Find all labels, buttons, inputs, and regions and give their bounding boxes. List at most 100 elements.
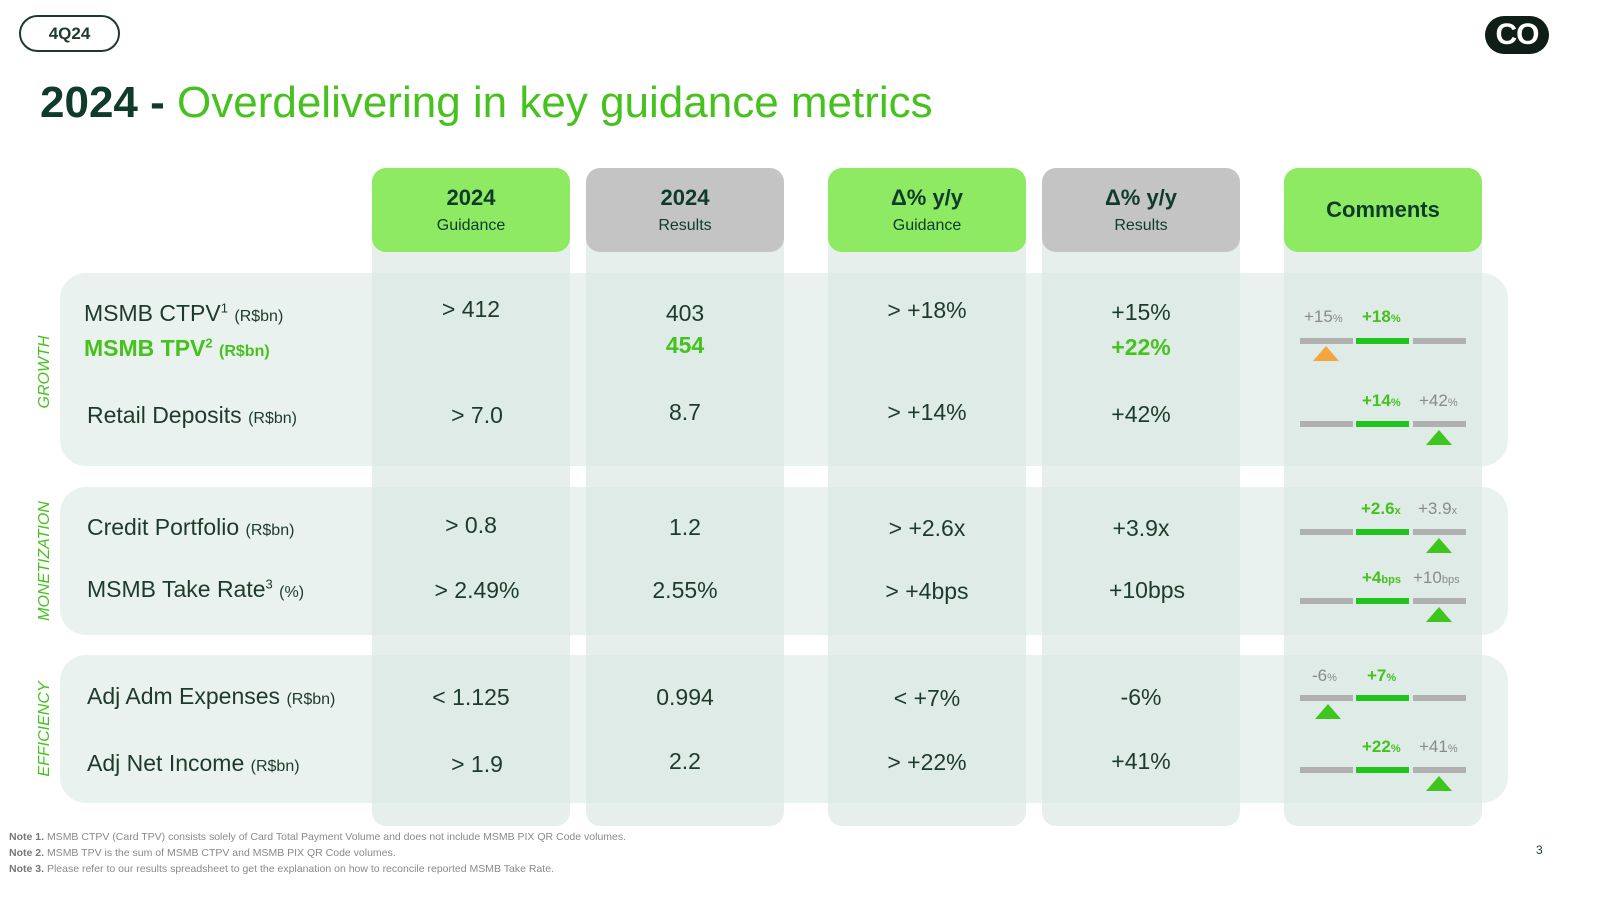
triangle-up-icon [1315, 704, 1341, 719]
metric-name: Credit Portfolio [87, 514, 240, 540]
comment-unit: % [1447, 743, 1458, 755]
comment-unit: % [1390, 743, 1401, 755]
result-value: 2.55% [652, 577, 718, 603]
delta-guidance-value: > +22% [887, 749, 967, 775]
gauge-bar-guidance [1356, 529, 1409, 535]
metric-name: Retail Deposits [87, 402, 242, 428]
delta-result-value: -6% [1120, 684, 1162, 710]
comment-guidance-label: +18% [1362, 307, 1401, 327]
metric-unit: (R$bn) [245, 522, 295, 539]
metric-unit: (R$bn) [286, 691, 336, 708]
comment-unit: % [1390, 313, 1401, 325]
metric-retail-deposits: Retail Deposits (R$bn) [87, 402, 297, 429]
comment-num: +41 [1419, 737, 1448, 756]
gauge-bar-low [1300, 421, 1353, 427]
gauge-bar-low [1300, 338, 1353, 344]
gauge-bar-low [1300, 695, 1353, 701]
section-label-growth: GROWTH [36, 335, 53, 409]
comment-unit: bps [1381, 574, 1401, 586]
footnotes: Note 1. MSMB CTPV (Card TPV) consists so… [9, 829, 626, 877]
gauge-bar-high [1413, 421, 1466, 427]
header-line1: Δ% y/y [890, 185, 964, 210]
footnote-label: Note 2. [9, 847, 45, 859]
comment-unit: x [1394, 505, 1401, 517]
result-value: 454 [665, 332, 705, 358]
header-line2: Results [1114, 217, 1168, 234]
delta-result-value: +22% [1111, 334, 1171, 360]
comment-num: +7 [1367, 666, 1387, 685]
header-line2: Guidance [892, 217, 962, 234]
comment-num: +15 [1304, 307, 1333, 326]
comment-num: +14 [1362, 391, 1391, 410]
metric-name: MSMB TPV [84, 335, 206, 361]
section-label-monetization: MONETIZATION [36, 501, 53, 621]
comment-unit: % [1332, 313, 1343, 325]
gauge-bar-high [1413, 529, 1466, 535]
page-number: 3 [1536, 843, 1543, 857]
footnote-text: MSMB CTPV (Card TPV) consists solely of … [46, 831, 627, 843]
comment-result-label: +3.9x [1418, 499, 1457, 519]
gauge-bar-high [1413, 598, 1466, 604]
metric-unit: (R$bn) [219, 343, 270, 360]
metric-unit: (%) [279, 584, 305, 601]
comment-guidance-label: +7% [1367, 666, 1396, 686]
comment-num: +22 [1362, 737, 1391, 756]
delta-result-value: +3.9x [1112, 515, 1170, 541]
metric-unit: (R$bn) [250, 758, 300, 775]
metric-unit: (R$bn) [234, 308, 284, 325]
result-value: 0.994 [656, 684, 714, 710]
gauge-bar-guidance [1356, 421, 1409, 427]
gauge-bar-guidance [1356, 767, 1409, 773]
footnote-label: Note 3. [9, 863, 45, 875]
header-2024-results: 2024 Results [586, 168, 784, 252]
header-line1: Comments [1326, 197, 1440, 222]
header-line1: Δ% y/y [1104, 185, 1178, 210]
title-year: 2024 - [40, 78, 165, 127]
triangle-up-icon [1426, 607, 1452, 622]
metric-msmb-tpv: MSMB TPV2 (R$bn) [84, 335, 270, 362]
comment-unit: % [1447, 397, 1458, 409]
delta-guidance-value: > +18% [887, 297, 967, 323]
comment-unit: bps [1441, 574, 1460, 586]
triangle-up-icon [1426, 430, 1452, 445]
page-title: 2024 - Overdelivering in key guidance me… [40, 78, 933, 128]
header-line2: Guidance [436, 217, 506, 234]
header-line1: 2024 [660, 185, 710, 210]
metric-name: Adj Net Income [87, 750, 245, 776]
quarter-badge: 4Q24 [19, 15, 120, 52]
triangle-up-icon [1426, 538, 1452, 553]
footnote-ref: 2 [205, 335, 213, 351]
section-label-efficiency: EFFICIENCY [36, 681, 53, 777]
comment-num: -6 [1312, 666, 1328, 685]
delta-result-value: +15% [1111, 299, 1171, 325]
comment-num: +4 [1362, 568, 1382, 587]
title-subtitle: Overdelivering in key guidance metrics [177, 78, 933, 127]
gauge-bar-low [1300, 529, 1353, 535]
footnote-label: Note 1. [9, 831, 45, 843]
comment-num: +42 [1419, 391, 1448, 410]
delta-guidance-value: > +2.6x [888, 515, 966, 541]
gauge-bar-guidance [1356, 598, 1409, 604]
metric-msmb-ctpv: MSMB CTPV1 (R$bn) [84, 300, 283, 327]
delta-result-value: +42% [1111, 401, 1171, 427]
comment-result-label: +15% [1304, 307, 1343, 327]
gauge-bar-high [1413, 767, 1466, 773]
gauge-bar-guidance [1356, 695, 1409, 701]
company-logo: CO [1485, 16, 1549, 54]
metric-unit: (R$bn) [248, 410, 297, 427]
delta-result-value: +10bps [1108, 577, 1186, 603]
guidance-value: > 1.9 [451, 751, 503, 777]
triangle-up-icon [1313, 346, 1339, 361]
header-comments: Comments [1284, 168, 1482, 252]
gauge-bar-low [1300, 767, 1353, 773]
comment-unit: % [1390, 397, 1401, 409]
header-delta-guidance: Δ% y/y Guidance [828, 168, 1026, 252]
footnote-1: Note 1. MSMB CTPV (Card TPV) consists so… [9, 829, 626, 845]
comment-num: +2.6 [1361, 499, 1395, 518]
delta-guidance-value: < +7% [893, 685, 961, 711]
gauge-bar-high [1413, 338, 1466, 344]
comment-guidance-label: +14% [1362, 391, 1401, 411]
comment-result-label: +41% [1419, 737, 1458, 757]
comment-result-label: +42% [1419, 391, 1458, 411]
footnote-2: Note 2. MSMB TPV is the sum of MSMB CTPV… [9, 845, 626, 861]
